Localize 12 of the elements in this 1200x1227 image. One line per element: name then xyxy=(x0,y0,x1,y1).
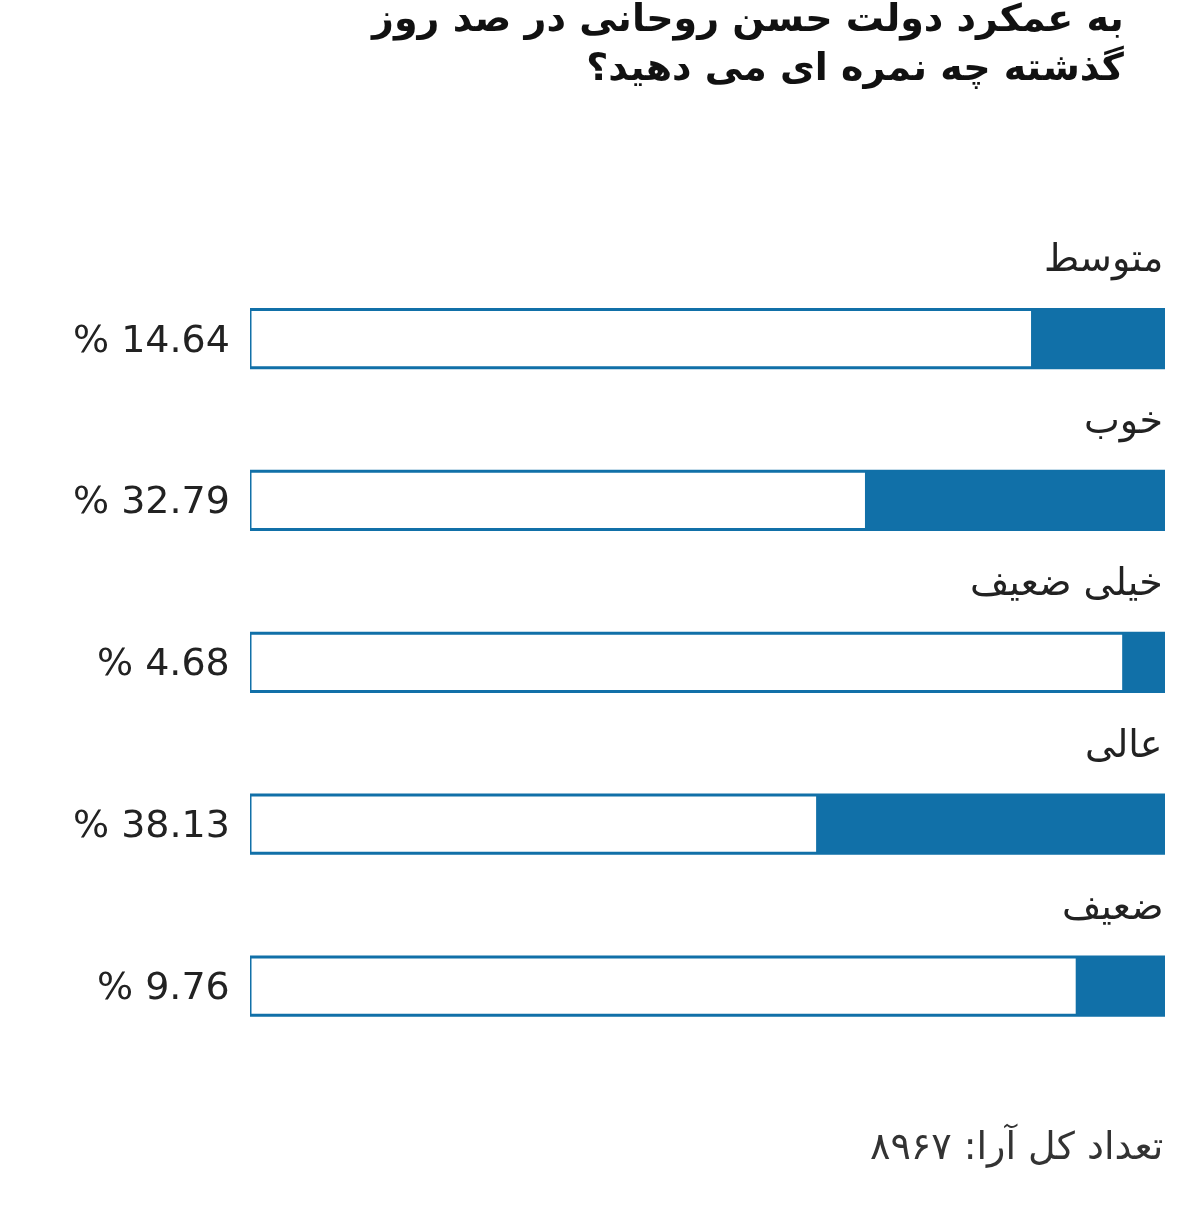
data-label: % 4.68 xyxy=(97,640,230,684)
y-tick-label: متوسط xyxy=(1044,236,1164,281)
data-label: % 9.76 xyxy=(97,964,230,1008)
data-label: % 32.79 xyxy=(73,478,230,522)
chart-title: به عمکرد دولت حسن روحانی در صد روز گذشته چه نمره ای می دهید؟ xyxy=(370,0,1125,90)
y-tick-label: عالی xyxy=(1085,722,1163,766)
data-label: % 14.64 xyxy=(73,317,230,361)
text: تعداد کل آرا: ۸۹۶۷ xyxy=(870,1123,1164,1168)
y-tick-label: خیلی ضعیف xyxy=(970,560,1163,604)
y-tick-label: ضعیف xyxy=(1062,884,1164,928)
y-tick-label: خوب xyxy=(1084,398,1163,443)
data-label: % 38.13 xyxy=(73,802,230,846)
